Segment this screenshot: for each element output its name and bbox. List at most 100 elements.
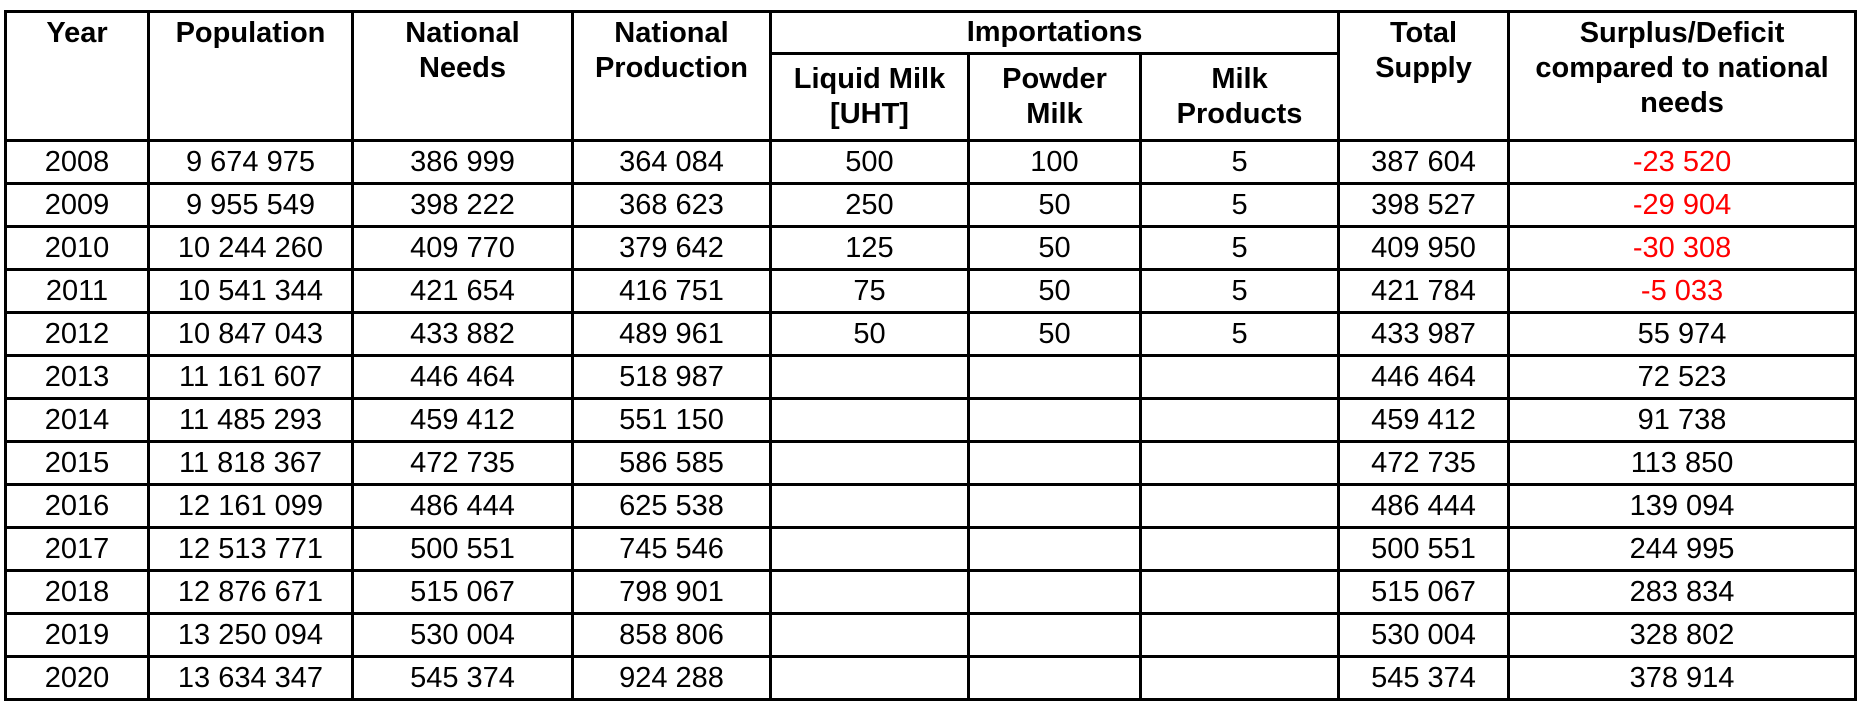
cell-liquid-milk	[769, 612, 970, 658]
cell-milk-products	[1138, 440, 1341, 486]
cell-total-supply: 446 464	[1337, 354, 1511, 400]
column-header-national-production: National Production	[571, 10, 772, 142]
milk-supply-table: Year Population National Needs National …	[4, 10, 1858, 701]
cell-powder-milk: 50	[967, 268, 1142, 314]
cell-powder-milk	[967, 354, 1142, 400]
cell-national-production: 858 806	[571, 612, 772, 658]
cell-surplus: -30 308	[1507, 225, 1858, 271]
cell-surplus: 55 974	[1507, 311, 1858, 357]
cell-population: 10 541 344	[147, 268, 354, 314]
column-header-surplus-deficit: Surplus/Deficit compared to national nee…	[1507, 10, 1858, 142]
cell-national-production: 489 961	[571, 311, 772, 357]
cell-population: 12 161 099	[147, 483, 354, 529]
cell-milk-products	[1138, 397, 1341, 443]
cell-population: 11 818 367	[147, 440, 354, 486]
cell-national-production: 745 546	[571, 526, 772, 572]
cell-total-supply: 545 374	[1337, 655, 1511, 701]
cell-liquid-milk: 75	[769, 268, 970, 314]
cell-national-needs: 500 551	[351, 526, 574, 572]
cell-liquid-milk	[769, 483, 970, 529]
cell-year: 2018	[4, 569, 150, 615]
cell-national-needs: 515 067	[351, 569, 574, 615]
header-row-2: Liquid Milk [UHT] Powder Milk Milk Produ…	[6, 52, 1856, 142]
cell-liquid-milk	[769, 526, 970, 572]
cell-surplus: -23 520	[1507, 139, 1858, 185]
cell-milk-products: 5	[1138, 139, 1341, 185]
column-header-national-needs: National Needs	[351, 10, 574, 142]
column-header-population: Population	[147, 10, 354, 142]
column-header-powder-milk: Powder Milk	[967, 52, 1142, 142]
cell-powder-milk	[967, 526, 1142, 572]
cell-surplus: 113 850	[1507, 440, 1858, 486]
cell-surplus: -29 904	[1507, 182, 1858, 228]
cell-liquid-milk	[769, 397, 970, 443]
cell-surplus: 72 523	[1507, 354, 1858, 400]
cell-powder-milk: 100	[967, 139, 1142, 185]
cell-surplus: 328 802	[1507, 612, 1858, 658]
cell-milk-products	[1138, 569, 1341, 615]
table-body: 2008 9 674 975 386 999 364 084 500 100 5 387 60…	[4, 139, 1858, 701]
cell-powder-milk	[967, 440, 1142, 486]
cell-surplus: 378 914	[1507, 655, 1858, 701]
cell-total-supply: 515 067	[1337, 569, 1511, 615]
cell-total-supply: 421 784	[1337, 268, 1511, 314]
table-row: 2020 13 634 347 545 374 924 288 545 374 378 9…	[4, 655, 1858, 701]
cell-national-needs: 386 999	[351, 139, 574, 185]
cell-milk-products	[1138, 526, 1341, 572]
table-row: 2009 9 955 549 398 222 368 623 250 50 5 398 527…	[4, 182, 1858, 228]
cell-year: 2014	[4, 397, 150, 443]
cell-milk-products	[1138, 483, 1341, 529]
cell-total-supply: 409 950	[1337, 225, 1511, 271]
cell-surplus: 244 995	[1507, 526, 1858, 572]
cell-national-production: 586 585	[571, 440, 772, 486]
table-row: 2013 11 161 607 446 464 518 987 446 464 72 52…	[4, 354, 1858, 400]
cell-total-supply: 530 004	[1337, 612, 1511, 658]
table-row: 2012 10 847 043 433 882 489 961 50 50 5 433 987…	[4, 311, 1858, 357]
cell-milk-products: 5	[1138, 268, 1341, 314]
cell-national-production: 364 084	[571, 139, 772, 185]
table-row: 2016 12 161 099 486 444 625 538 486 444 139 0…	[4, 483, 1858, 529]
cell-national-needs: 421 654	[351, 268, 574, 314]
cell-milk-products	[1138, 612, 1341, 658]
cell-liquid-milk: 125	[769, 225, 970, 271]
column-header-year: Year	[4, 10, 150, 142]
column-header-total-supply: Total Supply	[1337, 10, 1511, 142]
cell-powder-milk	[967, 655, 1142, 701]
cell-milk-products	[1138, 354, 1341, 400]
cell-liquid-milk	[769, 655, 970, 701]
cell-milk-products: 5	[1138, 311, 1341, 357]
cell-national-needs: 530 004	[351, 612, 574, 658]
table-row: 2014 11 485 293 459 412 551 150 459 412 91 73…	[4, 397, 1858, 443]
cell-milk-products: 5	[1138, 225, 1341, 271]
cell-national-production: 798 901	[571, 569, 772, 615]
cell-national-production: 518 987	[571, 354, 772, 400]
table-row: 2015 11 818 367 472 735 586 585 472 735 113 8…	[4, 440, 1858, 486]
cell-total-supply: 472 735	[1337, 440, 1511, 486]
table-row: 2017 12 513 771 500 551 745 546 500 551 244 9…	[4, 526, 1858, 572]
cell-population: 10 847 043	[147, 311, 354, 357]
cell-national-needs: 409 770	[351, 225, 574, 271]
cell-year: 2009	[4, 182, 150, 228]
cell-national-needs: 459 412	[351, 397, 574, 443]
column-header-milk-products: Milk Products	[1138, 52, 1341, 142]
cell-powder-milk: 50	[967, 225, 1142, 271]
cell-population: 9 955 549	[147, 182, 354, 228]
cell-national-needs: 446 464	[351, 354, 574, 400]
cell-powder-milk	[967, 397, 1142, 443]
cell-population: 13 634 347	[147, 655, 354, 701]
cell-powder-milk	[967, 612, 1142, 658]
cell-year: 2016	[4, 483, 150, 529]
table-row: 2011 10 541 344 421 654 416 751 75 50 5 421 784…	[4, 268, 1858, 314]
cell-national-production: 416 751	[571, 268, 772, 314]
cell-population: 11 485 293	[147, 397, 354, 443]
cell-surplus: 139 094	[1507, 483, 1858, 529]
table-row: 2010 10 244 260 409 770 379 642 125 50 5 409 95…	[4, 225, 1858, 271]
cell-national-needs: 433 882	[351, 311, 574, 357]
cell-liquid-milk: 50	[769, 311, 970, 357]
cell-liquid-milk: 500	[769, 139, 970, 185]
cell-liquid-milk	[769, 569, 970, 615]
cell-year: 2019	[4, 612, 150, 658]
cell-milk-products: 5	[1138, 182, 1341, 228]
cell-population: 12 876 671	[147, 569, 354, 615]
cell-powder-milk: 50	[967, 311, 1142, 357]
